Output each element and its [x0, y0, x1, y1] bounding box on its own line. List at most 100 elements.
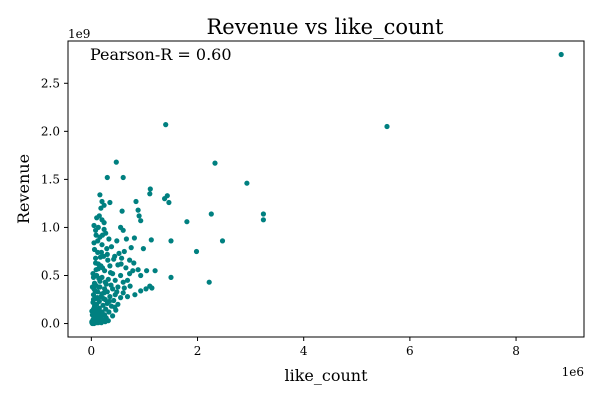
- data-point: [104, 174, 110, 181]
- data-point: [132, 292, 138, 298]
- data-point: [102, 279, 108, 285]
- y-tick-label: 2.0: [41, 124, 60, 138]
- plot-area: [89, 51, 564, 327]
- data-point: [127, 257, 133, 263]
- data-point: [94, 215, 100, 221]
- data-point: [92, 288, 98, 294]
- data-point: [90, 274, 97, 280]
- data-point: [138, 272, 144, 279]
- data-point: [133, 198, 139, 205]
- data-point: [111, 297, 117, 304]
- data-point: [89, 308, 95, 314]
- data-point: [260, 211, 266, 217]
- data-point: [138, 218, 144, 224]
- data-point: [116, 250, 122, 256]
- y-tick-label: 1.0: [41, 220, 60, 234]
- data-point: [184, 219, 190, 225]
- y-axis-multiplier: 1e9: [68, 27, 90, 41]
- data-point: [121, 248, 127, 255]
- data-point: [120, 290, 126, 296]
- data-point: [107, 294, 113, 300]
- data-point: [97, 284, 103, 290]
- data-point: [115, 284, 121, 290]
- data-point: [118, 295, 124, 301]
- pearson-annotation: Pearson-R = 0.60: [90, 45, 232, 64]
- data-point: [219, 238, 226, 244]
- x-axis-multiplier: 1e6: [562, 365, 584, 379]
- data-point: [212, 160, 218, 166]
- data-point: [143, 286, 149, 292]
- x-tick-label: 0: [88, 344, 96, 358]
- chart-title: Revenue vs like_count: [207, 15, 445, 39]
- x-axis-label: like_count: [284, 366, 368, 385]
- data-point: [112, 304, 118, 310]
- data-point: [110, 313, 116, 319]
- data-point: [163, 122, 169, 128]
- data-point: [152, 268, 158, 274]
- data-point: [93, 227, 99, 233]
- data-point: [101, 220, 107, 226]
- axes-frame: [67, 40, 585, 338]
- data-point: [110, 286, 116, 292]
- data-point: [106, 236, 112, 242]
- data-point: [127, 283, 133, 289]
- data-point: [114, 238, 120, 244]
- data-point: [98, 249, 104, 255]
- data-point: [96, 275, 102, 281]
- data-point: [99, 198, 105, 205]
- y-axis: 0.0 0.5 1.0 1.5 2.0 2.5: [41, 76, 68, 331]
- data-point: [99, 232, 106, 238]
- data-point: [206, 279, 212, 285]
- x-tick-label: 6: [406, 344, 414, 358]
- data-point: [89, 284, 95, 290]
- data-point: [101, 290, 107, 296]
- data-point: [97, 254, 103, 260]
- data-point: [108, 244, 115, 250]
- data-point: [91, 246, 98, 253]
- data-point: [140, 246, 146, 252]
- data-point: [208, 211, 214, 217]
- data-point: [95, 320, 101, 326]
- data-point: [144, 268, 150, 274]
- data-point: [124, 277, 131, 283]
- data-point: [97, 192, 103, 198]
- data-point: [114, 289, 120, 295]
- data-point: [106, 298, 112, 304]
- data-point: [107, 199, 113, 206]
- data-point: [123, 265, 129, 271]
- y-tick-label: 0.5: [41, 268, 60, 282]
- y-tick-label: 2.5: [41, 76, 60, 90]
- data-point: [147, 186, 153, 192]
- data-point: [90, 296, 97, 303]
- y-tick-label: 0.0: [41, 317, 60, 331]
- data-point: [149, 285, 155, 291]
- x-tick-label: 4: [300, 344, 308, 358]
- data-point: [136, 213, 142, 219]
- data-point: [118, 261, 124, 267]
- data-point: [105, 257, 111, 263]
- data-point: [384, 123, 390, 130]
- data-point: [119, 208, 125, 214]
- data-point: [93, 267, 99, 273]
- data-point: [91, 222, 97, 229]
- data-point: [99, 265, 106, 271]
- data-point: [101, 296, 107, 302]
- data-point: [95, 261, 101, 267]
- data-point: [135, 267, 141, 273]
- data-point: [119, 255, 125, 261]
- data-point: [120, 279, 126, 285]
- data-point: [123, 236, 129, 242]
- data-point: [107, 270, 114, 276]
- data-point: [113, 159, 119, 165]
- data-point: [98, 205, 104, 211]
- data-point: [558, 51, 564, 58]
- data-point: [99, 242, 105, 248]
- data-point: [131, 260, 137, 266]
- x-axis: 0 2 4 6 8: [88, 337, 520, 358]
- data-point: [107, 263, 113, 269]
- data-point: [89, 320, 95, 326]
- data-point: [121, 285, 127, 291]
- data-point: [131, 235, 137, 241]
- data-point: [95, 238, 101, 244]
